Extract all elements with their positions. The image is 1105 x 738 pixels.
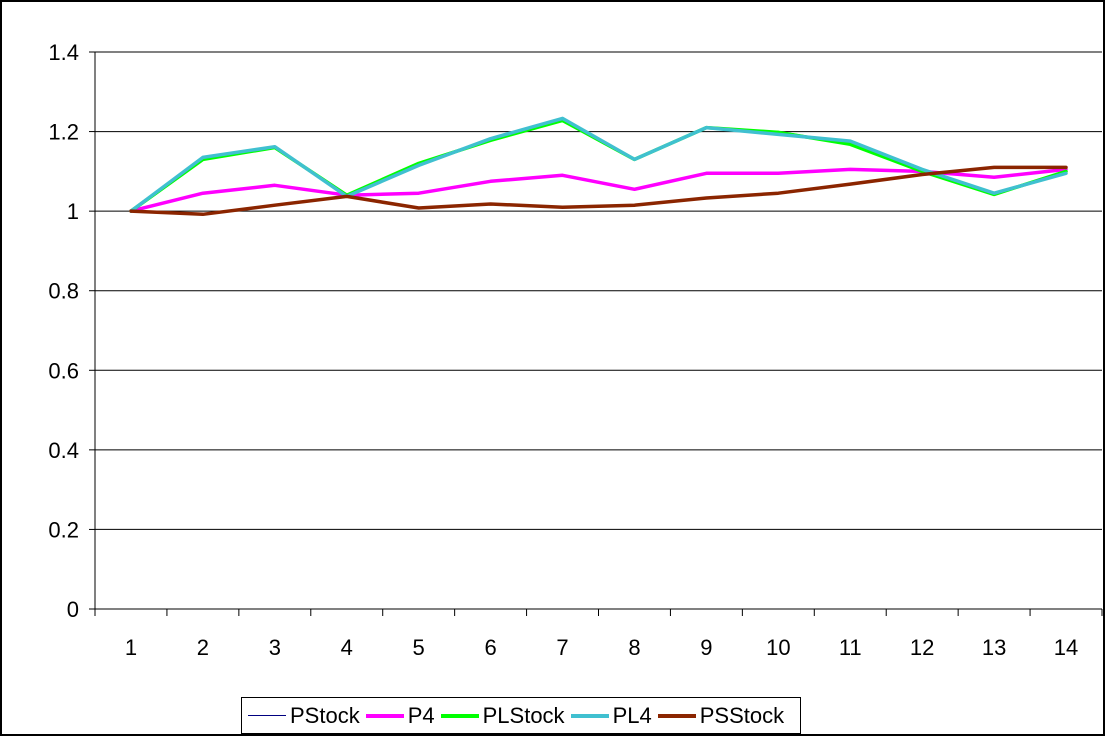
legend-item-p4: P4 (365, 702, 435, 729)
x-tick-label: 11 (839, 635, 862, 660)
series-line-p4 (129, 167, 1068, 213)
legend-label: PStock (290, 702, 360, 728)
y-tick-label: 1 (67, 199, 79, 224)
y-tick-labels: 0 0.2 0.4 0.6 0.8 1 1.2 1.4 (48, 40, 79, 622)
x-tick-label: 5 (413, 635, 425, 660)
y-tick-label: 1.4 (48, 40, 79, 65)
legend-swatch (440, 713, 479, 718)
x-tick-label: 10 (766, 635, 790, 660)
x-tick-label: 2 (197, 635, 209, 660)
legend-swatch (657, 713, 696, 718)
legend-swatch (365, 713, 404, 718)
y-tick-label: 0.4 (48, 438, 79, 463)
series-line-plstock (129, 118, 1068, 213)
legend-label: PL4 (612, 702, 652, 728)
legend: PStock P4 PLStock PL4 PSStock (241, 697, 802, 734)
legend-swatch (248, 714, 286, 717)
series-line-pstock (130, 118, 1067, 212)
series-line-psstock (129, 165, 1068, 217)
y-tick-label: 1.2 (48, 120, 79, 145)
y-tick-label: 0.8 (48, 279, 79, 304)
x-tick-label: 13 (982, 635, 1006, 660)
legend-label: P4 (407, 702, 435, 728)
y-tick-label: 0 (67, 597, 79, 622)
axes (89, 51, 1103, 616)
legend-swatch (570, 713, 609, 718)
legend-item-psstock: PSStock (657, 702, 785, 729)
legend-item-pl4: PL4 (570, 702, 652, 729)
legend-label: PLStock (482, 702, 565, 728)
y-tick-label: 0.2 (48, 517, 79, 542)
grid-lines (95, 51, 1102, 530)
x-tick-labels: 1 2 3 4 5 6 7 8 9 10 11 12 13 14 (125, 635, 1078, 660)
x-tick-label: 4 (341, 635, 353, 660)
legend-item-pstock: PStock (248, 703, 360, 729)
x-tick-label: 9 (700, 635, 712, 660)
series-lines (129, 116, 1068, 217)
x-tick-label: 8 (628, 635, 640, 660)
legend-item-plstock: PLStock (440, 702, 565, 729)
x-tick-label: 6 (484, 635, 496, 660)
x-tick-label: 7 (556, 635, 568, 660)
y-tick-label: 0.6 (48, 358, 79, 383)
series-line-pl4 (129, 116, 1068, 213)
legend-label: PSStock (699, 702, 785, 728)
x-tick-label: 1 (125, 635, 137, 660)
x-tick-label: 12 (910, 635, 934, 660)
x-tick-label: 14 (1054, 635, 1078, 660)
x-tick-label: 3 (269, 635, 281, 660)
